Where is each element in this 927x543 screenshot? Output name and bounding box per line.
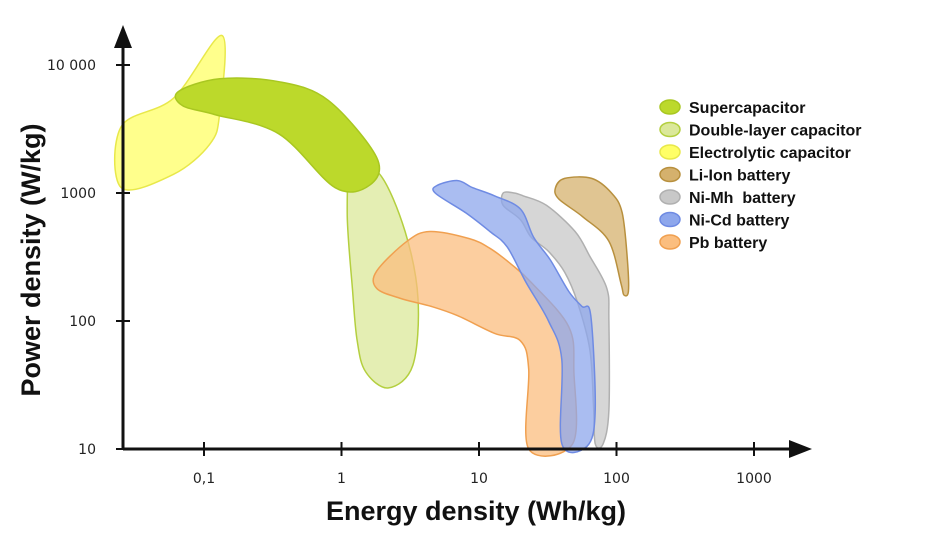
legend: Supercapacitor Double-layer capacitor Elec… (659, 99, 862, 252)
y-tick-label: 10 (78, 442, 96, 458)
y-tick-label: 1000 (60, 186, 96, 202)
region-li-ion-battery (554, 176, 630, 297)
x-ticks: 0,1 1 10 100 1000 (193, 442, 772, 487)
x-tick-label: 100 (603, 471, 630, 487)
y-axis-title: Power density (W/kg) (16, 123, 46, 396)
x-axis-title: Energy density (Wh/kg) (326, 496, 626, 526)
axes (114, 25, 812, 458)
region-supercapacitor (174, 77, 381, 193)
region-group (114, 34, 630, 457)
legend-label-supercapacitor: Supercapacitor (689, 100, 805, 117)
y-ticks: 10 100 1000 10 000 (47, 58, 130, 458)
legend-label-ni-mh-battery: Ni-Mh battery (689, 190, 796, 207)
legend-label-li-ion-battery: Li-Ion battery (689, 168, 790, 185)
region-ni-cd-battery (432, 179, 597, 454)
y-tick-label: 100 (69, 314, 96, 330)
legend-swatch-ni-mh-battery (659, 189, 681, 205)
legend-label-ni-cd-battery: Ni-Cd battery (689, 213, 790, 230)
legend-swatch-double-layer-capacitor (659, 121, 681, 138)
legend-label-electrolytic-capacitor: Electrolytic capacitor (689, 145, 851, 162)
x-tick-label: 1000 (736, 471, 772, 487)
x-tick-label: 0,1 (193, 471, 215, 487)
legend-label-double-layer-capacitor: Double-layer capacitor (689, 123, 862, 140)
x-tick-label: 1 (337, 471, 346, 487)
legend-swatch-supercapacitor (659, 99, 681, 115)
legend-swatch-pb-battery (659, 234, 681, 250)
legend-swatch-li-ion-battery (659, 166, 681, 183)
y-axis-arrow (114, 25, 132, 48)
x-axis-arrow (789, 440, 812, 458)
x-tick-label: 10 (470, 471, 488, 487)
legend-label-pb-battery: Pb battery (689, 235, 767, 252)
legend-swatch-electrolytic-capacitor (659, 144, 681, 160)
y-tick-label: 10 000 (47, 58, 96, 74)
legend-swatch-ni-cd-battery (659, 211, 681, 228)
